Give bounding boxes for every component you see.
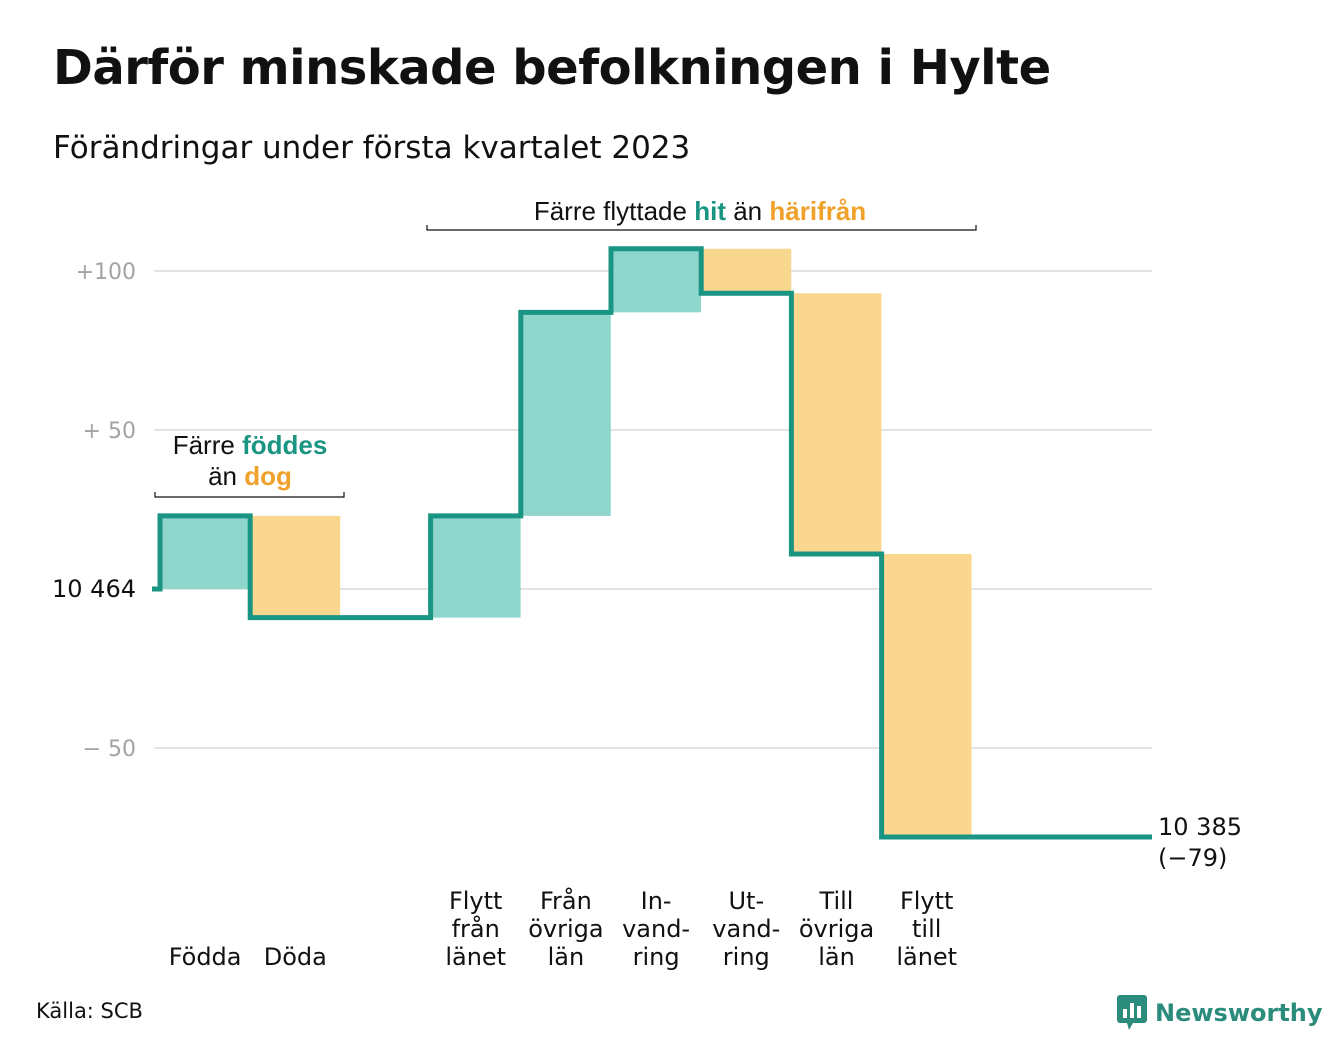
- svg-text:Färre flyttade hit: Färre flyttade hit än härifrån: [534, 196, 866, 226]
- y-tick-label: + 50: [83, 419, 136, 444]
- moves-annot-orange: härifrån: [769, 196, 866, 226]
- category-label: Flytt från länet: [445, 887, 506, 971]
- svg-text:Färre föddes: Färre föddes: [173, 430, 328, 460]
- decrease-bar: [881, 554, 972, 838]
- y-tick-label: +100: [76, 260, 136, 285]
- brand-name: Newsworthy: [1155, 999, 1323, 1027]
- increase-bar: [520, 312, 611, 516]
- births-annot-pre: Färre: [173, 430, 235, 460]
- moves-bracket: [426, 225, 977, 231]
- start-value-label: 10 464: [52, 575, 136, 603]
- waterfall-chart: +100 + 50 10 464 − 50 Färre föddes än dog F…: [52, 196, 1242, 971]
- end-change: (−79): [1158, 844, 1227, 872]
- category-label: In-vand-ring: [622, 887, 690, 971]
- grid-lines: [154, 270, 1152, 749]
- category-label: Ut-vand-ring: [712, 887, 780, 971]
- births-annot-green: föddes: [242, 430, 327, 460]
- moves-annot-mid: än: [733, 196, 762, 226]
- y-axis-ticks: +100 + 50 10 464 − 50: [52, 260, 136, 762]
- cumulative-step-line: [152, 246, 1152, 840]
- brand-logo[interactable]: Newsworthy: [1117, 995, 1323, 1031]
- increase-bar: [611, 248, 701, 313]
- chart-title: Därför minskade befolkningen i Hylte: [53, 40, 1051, 96]
- category-label: Födda: [169, 943, 242, 971]
- category-label: Döda: [264, 943, 327, 971]
- source-note: Källa: SCB: [36, 999, 143, 1023]
- moves-annot-pre: Färre flyttade: [534, 196, 687, 226]
- decrease-bar: [250, 515, 341, 618]
- category-label: Från övriga län: [528, 886, 603, 971]
- end-value: 10 385: [1158, 813, 1242, 841]
- end-value-label: 10 385 (−79): [1158, 813, 1242, 872]
- chart-bubble-icon: [1117, 995, 1147, 1030]
- category-labels: Födda Döda Flytt från länet Från övriga län In-v…: [169, 886, 957, 971]
- decrease-bar: [701, 248, 792, 294]
- decrease-bar: [791, 293, 882, 555]
- moves-annotation: Färre flyttade hit än härifrån: [426, 196, 977, 231]
- y-tick-label: − 50: [83, 737, 136, 762]
- births-bracket: [154, 492, 345, 498]
- increase-bar: [160, 515, 250, 589]
- births-annot-orange: dog: [244, 461, 292, 491]
- births-annot-mid: än: [208, 461, 237, 491]
- bars: [160, 248, 972, 838]
- chart-subtitle: Förändringar under första kvartalet 2023: [53, 130, 691, 166]
- moves-annot-green: hit: [694, 196, 726, 226]
- increase-bar: [430, 515, 521, 618]
- category-label: Till övriga län: [799, 887, 874, 971]
- births-annotation: Färre föddes än dog: [154, 430, 345, 498]
- category-label: Flytt till länet: [896, 887, 957, 971]
- svg-text:än dog: än dog: [208, 461, 292, 491]
